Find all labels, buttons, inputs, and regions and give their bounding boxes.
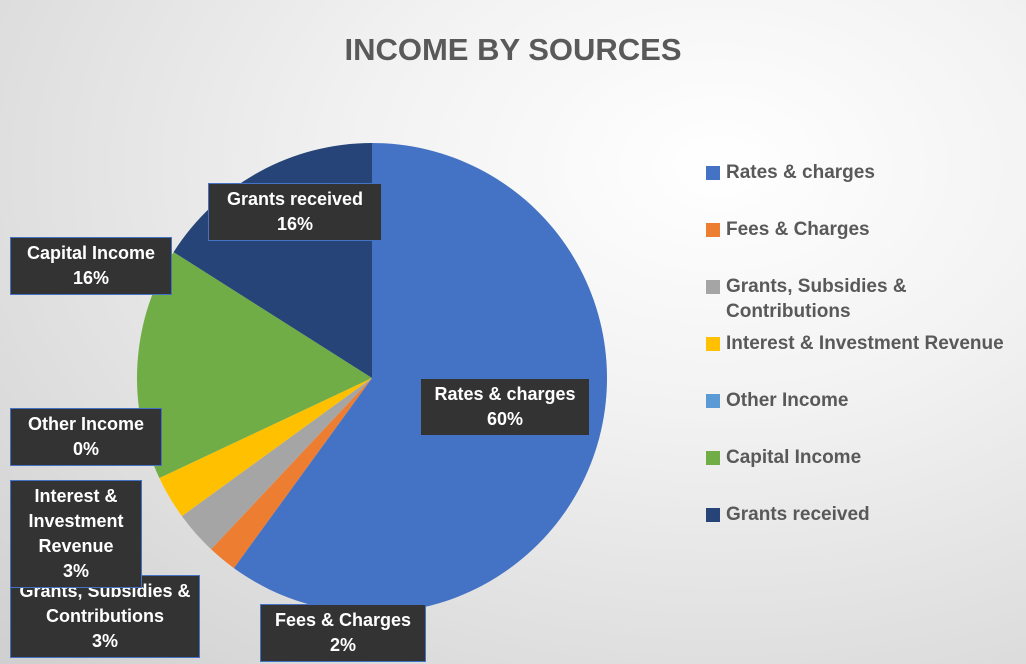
legend-entry: Other Income <box>706 388 1016 413</box>
pie-slice <box>181 378 372 550</box>
legend-label: Rates & charges <box>726 162 875 183</box>
legend-swatch <box>706 337 720 351</box>
legend-label: Grants, Subsidies & Contributions <box>726 276 907 322</box>
data-label-name: Fees & Charges <box>274 610 412 630</box>
legend-swatch <box>706 280 720 294</box>
data-label-name: Capital Income <box>26 243 156 263</box>
legend-entry: Grants, Subsidies & Contributions <box>706 274 1016 324</box>
data-label: Fees & Charges 2% <box>260 604 426 662</box>
legend-swatch <box>706 166 720 180</box>
data-label-name: Rates & charges <box>434 384 576 404</box>
chart-title: INCOME BY SOURCES <box>344 32 682 67</box>
legend-entry: Interest & Investment Revenue <box>706 331 1016 356</box>
data-label-value: 2% <box>329 635 356 655</box>
data-label-value: 3% <box>62 561 89 581</box>
legend-entry: Grants received <box>706 502 1016 527</box>
legend-swatch <box>706 223 720 237</box>
data-label: Interest & Investment Revenue 3% <box>10 480 142 588</box>
legend-swatch <box>706 451 720 465</box>
legend-label: Capital Income <box>726 447 862 468</box>
data-label-value: 3% <box>91 631 118 651</box>
legend-label: Interest & Investment Revenue <box>726 333 1004 354</box>
pie-slice <box>211 378 372 569</box>
data-label: Grants received 16% <box>208 183 382 241</box>
data-label-value: 16% <box>72 268 110 288</box>
data-label-name: Grants received <box>226 189 364 209</box>
data-label-value: 60% <box>486 409 524 429</box>
data-label: Grants, Subsidies & Contributions 3% <box>10 575 200 658</box>
data-label-name: Interest & Investment Revenue <box>28 486 124 556</box>
data-label-value: 0% <box>72 439 99 459</box>
data-label: Other Income 0% <box>10 408 162 466</box>
legend-swatch <box>706 508 720 522</box>
legend-label: Fees & Charges <box>726 219 870 240</box>
legend-label: Grants received <box>726 504 870 525</box>
data-label-value: 16% <box>276 214 314 234</box>
legend-entry: Rates & charges <box>706 160 1016 185</box>
pie-slice <box>159 378 372 517</box>
legend-swatch <box>706 394 720 408</box>
legend-entry: Capital Income <box>706 445 1016 470</box>
data-label: Rates & charges 60% <box>420 378 590 436</box>
pie-slice <box>137 252 372 479</box>
legend-entry: Fees & Charges <box>706 217 1016 242</box>
data-label: Capital Income 16% <box>10 237 172 295</box>
data-label-name: Other Income <box>27 414 145 434</box>
legend-label: Other Income <box>726 390 849 411</box>
